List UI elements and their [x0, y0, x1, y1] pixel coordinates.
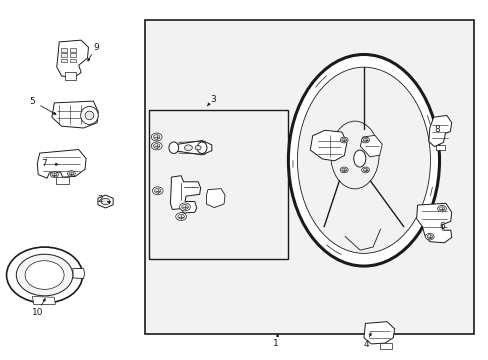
Bar [70, 59, 76, 62]
Polygon shape [360, 135, 382, 157]
Bar [435, 145, 445, 150]
Polygon shape [415, 153, 438, 185]
Polygon shape [206, 189, 224, 208]
Text: 8: 8 [434, 125, 440, 134]
Ellipse shape [52, 173, 57, 176]
Ellipse shape [25, 261, 64, 289]
Ellipse shape [182, 204, 188, 209]
Ellipse shape [179, 203, 190, 211]
Text: 10: 10 [31, 308, 43, 317]
Ellipse shape [151, 133, 162, 141]
Bar [149, 110, 288, 259]
Ellipse shape [101, 198, 110, 205]
Polygon shape [73, 269, 84, 279]
Ellipse shape [69, 172, 74, 175]
Ellipse shape [330, 121, 378, 189]
Ellipse shape [438, 207, 444, 211]
Ellipse shape [50, 172, 58, 177]
Ellipse shape [353, 150, 365, 167]
Polygon shape [56, 177, 69, 184]
Text: 4: 4 [363, 341, 368, 350]
Text: 5: 5 [29, 96, 35, 105]
Ellipse shape [363, 138, 367, 142]
Polygon shape [57, 40, 88, 78]
Ellipse shape [184, 145, 192, 150]
Bar [70, 53, 76, 57]
Ellipse shape [437, 206, 446, 212]
Ellipse shape [363, 168, 367, 172]
Text: 6: 6 [439, 222, 445, 231]
Ellipse shape [178, 214, 184, 219]
Bar [61, 53, 67, 57]
Ellipse shape [197, 142, 206, 153]
Polygon shape [98, 195, 113, 208]
Ellipse shape [16, 254, 73, 296]
Bar [379, 343, 391, 348]
Ellipse shape [67, 171, 75, 176]
Ellipse shape [81, 107, 98, 125]
Text: 9: 9 [93, 43, 99, 52]
Polygon shape [37, 149, 86, 178]
Polygon shape [310, 130, 346, 161]
Ellipse shape [340, 167, 347, 173]
Ellipse shape [361, 137, 369, 143]
Text: 2: 2 [98, 195, 103, 204]
Ellipse shape [425, 233, 433, 240]
Polygon shape [416, 203, 451, 243]
Bar [70, 48, 76, 51]
Polygon shape [52, 101, 98, 128]
Ellipse shape [297, 67, 429, 253]
Polygon shape [428, 116, 451, 147]
Polygon shape [170, 176, 200, 213]
Polygon shape [363, 321, 394, 344]
Bar [61, 48, 67, 51]
Ellipse shape [175, 213, 186, 221]
Bar [144, 21, 473, 334]
Polygon shape [32, 297, 55, 305]
Ellipse shape [340, 137, 347, 143]
Bar [61, 59, 67, 62]
Ellipse shape [153, 144, 160, 148]
Ellipse shape [6, 247, 82, 303]
Ellipse shape [427, 235, 431, 239]
Text: 3: 3 [209, 95, 215, 104]
Ellipse shape [168, 142, 178, 153]
Ellipse shape [288, 54, 439, 266]
Ellipse shape [153, 135, 160, 139]
Polygon shape [173, 140, 211, 155]
Polygon shape [288, 153, 311, 185]
Ellipse shape [195, 145, 201, 150]
Ellipse shape [341, 138, 346, 142]
Text: 1: 1 [273, 339, 279, 348]
Text: 7: 7 [41, 159, 47, 168]
Ellipse shape [154, 188, 161, 193]
Ellipse shape [85, 111, 94, 120]
Ellipse shape [361, 167, 369, 173]
Polygon shape [65, 72, 76, 80]
Ellipse shape [341, 168, 346, 172]
Ellipse shape [152, 187, 163, 195]
Ellipse shape [151, 142, 162, 150]
